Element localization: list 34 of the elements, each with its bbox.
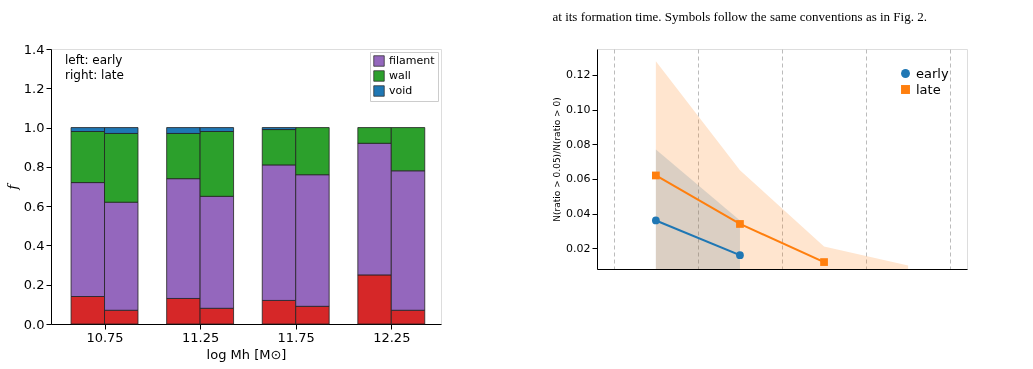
y-axis-title: N(ratio > 0.05)/N(ratio > 0) bbox=[552, 97, 563, 222]
y-tick-label: 1.2 bbox=[23, 80, 45, 96]
y-tick-label: 0.08 bbox=[566, 137, 591, 151]
y-tick-label: 0.02 bbox=[566, 241, 591, 255]
legend-label: void bbox=[389, 84, 413, 97]
y-tick-label: 0.2 bbox=[23, 277, 45, 293]
legend-label: early bbox=[916, 65, 949, 81]
y-tick-label: 0.8 bbox=[23, 159, 45, 175]
y-tick-label: 0.04 bbox=[566, 207, 591, 221]
y-tick-label: 0.0 bbox=[23, 316, 45, 332]
y-tick-label: 1.4 bbox=[23, 41, 45, 57]
legend-label: wall bbox=[389, 69, 411, 82]
y-tick-label: 1.0 bbox=[23, 120, 45, 136]
y-tick-label: 0.6 bbox=[23, 198, 45, 214]
x-tick-label: 10.75 bbox=[86, 329, 124, 345]
x-axis-title: log Mh [M⊙] bbox=[206, 346, 287, 362]
legend-label: late bbox=[916, 81, 941, 97]
y-axis-title: f bbox=[4, 182, 20, 191]
y-tick-label: 0.06 bbox=[566, 172, 591, 186]
x-tick-label: 12.25 bbox=[373, 329, 411, 345]
point bbox=[820, 258, 828, 266]
x-tick-label: 11.25 bbox=[182, 329, 220, 345]
text: at its formation time. Symbols follow the same conventions as in Fig. 2. bbox=[552, 9, 927, 24]
y-tick-label: 0.10 bbox=[566, 103, 591, 117]
legend-label: filament bbox=[389, 54, 436, 67]
point bbox=[736, 220, 744, 228]
annotation: left: early bbox=[65, 53, 123, 67]
point bbox=[651, 171, 660, 180]
y-tick-label: 0.12 bbox=[566, 68, 591, 82]
point bbox=[736, 251, 744, 260]
y-tick-label: 0.4 bbox=[23, 237, 45, 253]
annotation: right: late bbox=[65, 68, 124, 82]
point bbox=[651, 216, 660, 225]
x-tick-label: 11.75 bbox=[277, 329, 315, 345]
